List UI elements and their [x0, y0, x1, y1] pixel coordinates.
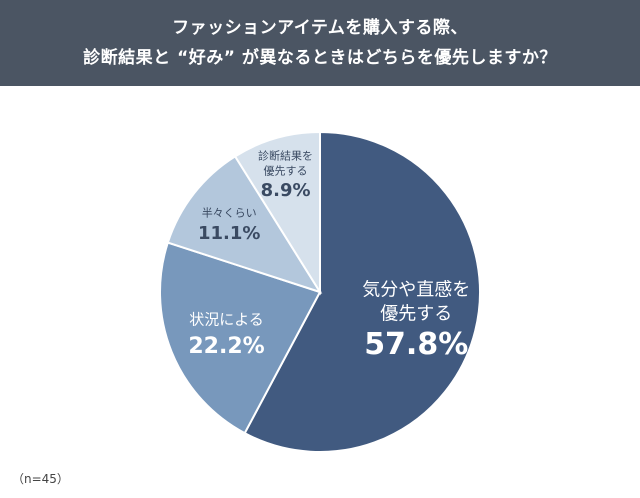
chart-title-line-1: ファッションアイテムを購入する際、 — [172, 18, 468, 38]
slice-3-label-line-1: 半々くらい — [202, 205, 257, 219]
chart-title-line-2: 診断結果と “好み” が異なるときはどちらを優先しますか？ — [83, 48, 557, 68]
slice-3-value: 11.1% — [198, 223, 260, 244]
pie-slice-4 — [233, 130, 321, 296]
slice-1-value: 57.8% — [364, 327, 468, 362]
pie-slice-3 — [166, 154, 323, 294]
slice-2-label-line-1: 状況による — [189, 310, 264, 328]
slice-1-label-line-2: 優先する — [380, 304, 452, 325]
slice-4-label-line-1: 診断結果を — [258, 149, 313, 163]
pie-slice-1 — [243, 130, 481, 453]
slice-4-value: 8.9% — [261, 180, 311, 201]
pie-chart: 気分や直感を優先する57.8%状況による22.2%半々くらい11.1%診断結果を… — [159, 130, 481, 453]
pie-slice-2 — [159, 241, 322, 435]
sample-size-note: （n=45） — [12, 472, 69, 486]
slice-2-value: 22.2% — [188, 334, 264, 359]
slice-1-label-line-1: 気分や直感を — [362, 280, 470, 301]
slice-4-label-line-2: 優先する — [264, 165, 308, 178]
chart-title: ファッションアイテムを購入する際、 診断結果と “好み” が異なるときはどちらを… — [0, 0, 640, 86]
